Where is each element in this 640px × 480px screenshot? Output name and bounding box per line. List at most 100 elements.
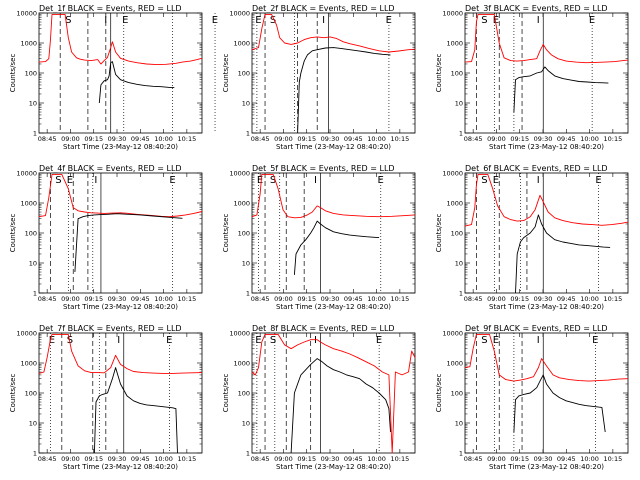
detector-panel: Det_6f BLACK = Events, RED = LLD 1 10 100 10…	[426, 160, 639, 320]
x-tick-label: 09:00	[61, 455, 80, 463]
phase-marker: I	[94, 175, 97, 186]
x-tick-label: 09:30	[534, 455, 553, 463]
panel-plot: Det_1f BLACK = Events, RED = LLD 1 10 100 10…	[9, 4, 218, 151]
events-series-line	[513, 66, 609, 113]
x-tick-label: 10:00	[367, 135, 386, 143]
phase-marker: S	[270, 335, 276, 346]
panel-plot: Det_6f BLACK = Events, RED = LLD 1 10 100 10…	[435, 164, 629, 311]
panel-title: Det_8f BLACK = Events, RED = LLD	[252, 324, 395, 333]
y-axis-label: Counts/sec	[435, 374, 443, 413]
x-tick-label: 09:00	[487, 295, 506, 303]
y-tick-label: 1000	[233, 40, 250, 48]
x-tick-label: 10:15	[390, 455, 409, 463]
plot-frame	[38, 12, 203, 134]
phase-marker: I	[314, 335, 317, 346]
phase-marker: E	[592, 335, 598, 346]
y-tick-label: 100	[451, 70, 463, 78]
events-series-line	[297, 47, 391, 134]
y-axis-label: Counts/sec	[435, 54, 443, 93]
phase-marker: I	[104, 15, 107, 26]
y-tick-label: 10	[455, 260, 463, 268]
y-tick-label: 10000	[16, 10, 37, 18]
x-tick-label: 09:45	[131, 295, 150, 303]
y-tick-label: 1000	[446, 40, 463, 48]
detector-panel: Det_8f BLACK = Events, RED = LLD 1 10 100 10…	[213, 320, 426, 480]
phase-marker: E	[378, 175, 384, 186]
plot-frame	[251, 172, 416, 294]
y-tick-label: 1	[33, 130, 37, 138]
y-tick-label: 100	[25, 230, 37, 238]
x-tick-label: 08:45	[38, 455, 57, 463]
y-tick-label: 100	[238, 230, 250, 238]
x-tick-label: 09:15	[510, 455, 529, 463]
x-tick-label: 10:15	[177, 455, 196, 463]
plot-frame	[38, 332, 203, 454]
y-tick-label: 1	[459, 290, 463, 298]
x-tick-label: 09:45	[557, 295, 576, 303]
panel-plot: Det_8f BLACK = Events, RED = LLD 1 10 100 10…	[222, 324, 416, 471]
plot-frame	[464, 12, 629, 134]
lld-series-line	[464, 333, 629, 382]
events-series-line	[290, 358, 391, 454]
phase-marker: S	[65, 15, 71, 26]
phase-marker: E	[589, 15, 595, 26]
x-tick-label: 09:15	[510, 295, 529, 303]
phase-marker: E	[67, 175, 73, 186]
y-tick-label: 10000	[442, 170, 463, 178]
y-tick-label: 1000	[233, 200, 250, 208]
lld-series-line	[251, 173, 416, 219]
x-tick-label: 08:45	[464, 295, 483, 303]
panel-title: Det_9f BLACK = Events, RED = LLD	[465, 324, 608, 333]
y-tick-label: 1	[33, 450, 37, 458]
y-tick-label: 10	[29, 100, 37, 108]
x-tick-label: 09:00	[487, 455, 506, 463]
phase-marker: E	[376, 335, 382, 346]
x-tick-label: 10:15	[390, 135, 409, 143]
x-axis-label: Start Time (23-May-12 08:40:20)	[276, 303, 391, 311]
y-tick-label: 10	[455, 420, 463, 428]
panel-plot: Det_2f BLACK = Events, RED = LLD 1 10 100 10…	[222, 4, 416, 151]
x-tick-label: 09:15	[84, 295, 103, 303]
lld-series-line	[464, 173, 629, 227]
panel-title: Det_5f BLACK = Events, RED = LLD	[252, 164, 395, 173]
y-tick-label: 10	[29, 420, 37, 428]
phase-marker: E	[49, 335, 55, 346]
y-axis-label: Counts/sec	[222, 214, 230, 253]
x-tick-label: 10:15	[603, 455, 622, 463]
y-tick-label: 10000	[16, 330, 37, 338]
panel-title: Det_1f BLACK = Events, RED = LLD	[39, 4, 182, 13]
x-tick-label: 09:15	[297, 295, 316, 303]
x-tick-label: 10:15	[177, 135, 196, 143]
x-tick-label: 08:45	[38, 135, 57, 143]
x-tick-label: 09:15	[510, 135, 529, 143]
phase-marker: E	[257, 175, 263, 186]
plot-frame	[38, 172, 203, 294]
panel-title: Det_2f BLACK = Events, RED = LLD	[252, 4, 395, 13]
x-tick-label: 09:45	[557, 135, 576, 143]
phase-marker: S	[270, 175, 276, 186]
x-tick-label: 09:45	[557, 455, 576, 463]
panel-plot: Det_7f BLACK = Events, RED = LLD 1 10 100 10…	[9, 324, 203, 471]
x-tick-label: 09:00	[61, 295, 80, 303]
y-tick-label: 10	[242, 260, 250, 268]
y-tick-label: 1	[459, 130, 463, 138]
y-tick-label: 100	[25, 70, 37, 78]
detector-panel: Det_9f BLACK = Events, RED = LLD 1 10 100 10…	[426, 320, 639, 480]
x-tick-label: 09:30	[108, 455, 127, 463]
y-tick-label: 100	[451, 230, 463, 238]
x-tick-label: 09:15	[297, 455, 316, 463]
y-tick-label: 1000	[20, 360, 37, 368]
x-tick-label: 09:00	[274, 455, 293, 463]
panel-plot: Det_4f BLACK = Events, RED = LLD 1 10 100 10…	[9, 164, 203, 311]
phase-marker: E	[595, 175, 601, 186]
x-tick-label: 09:00	[61, 135, 80, 143]
panel-plot: Det_3f BLACK = Events, RED = LLD 1 10 100 10…	[435, 4, 629, 151]
phase-marker: E	[493, 175, 499, 186]
detector-panel: Det_5f BLACK = Events, RED = LLD 1 10 100 10…	[213, 160, 426, 320]
x-tick-label: 09:45	[131, 135, 150, 143]
lld-series-line	[38, 333, 203, 374]
detector-panel: Det_2f BLACK = Events, RED = LLD 1 10 100 10…	[213, 0, 426, 160]
x-tick-label: 09:30	[534, 135, 553, 143]
phase-marker: S	[270, 15, 276, 26]
phase-marker: E	[493, 15, 499, 26]
